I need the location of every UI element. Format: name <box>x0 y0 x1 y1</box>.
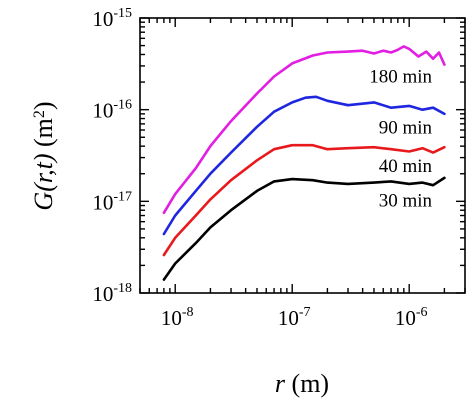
series-lines <box>162 45 446 281</box>
x-tick-label: 10-8 <box>161 305 194 330</box>
series-line-40-min <box>162 143 446 257</box>
x-axis-title: r (m) <box>275 369 329 398</box>
x-tick-label: 10-7 <box>278 305 311 330</box>
series-line-90-min <box>162 95 446 236</box>
series-line-180-min <box>162 45 446 215</box>
series-label: 180 min <box>369 67 432 88</box>
plot-frame <box>139 17 466 294</box>
series-label: 30 min <box>379 191 433 212</box>
axis-ticks <box>139 17 466 294</box>
y-tick-label: 10-16 <box>92 98 132 123</box>
series-labels: 30 min 40 min 90 min 180 min <box>369 67 432 212</box>
y-tick-label: 10-18 <box>92 281 132 306</box>
y-axis-title: G(r,t) (m2) <box>29 101 58 210</box>
tick-labels: 10-8 10-7 10-6 10-18 10-17 10-16 10-15 <box>92 6 427 330</box>
y-tick-label: 10-17 <box>92 189 132 214</box>
series-line-30-min <box>162 176 446 281</box>
series-label: 40 min <box>379 156 433 177</box>
y-tick-label: 10-15 <box>92 6 132 31</box>
x-tick-label: 10-6 <box>395 305 428 330</box>
series-label: 90 min <box>379 118 433 139</box>
